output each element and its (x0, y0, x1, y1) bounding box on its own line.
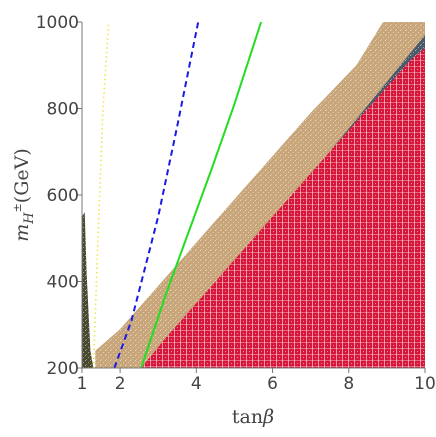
y-tick-label: 200 (47, 359, 79, 379)
constraint-lines (92, 21, 263, 369)
x-axis-label-symbol: β (262, 406, 274, 428)
x-tick-label: 4 (191, 374, 202, 394)
region-texture-2 (141, 47, 425, 369)
y-tick-label: 1000 (36, 13, 79, 33)
x-tick-label: 1 (77, 374, 88, 394)
constraint-line-dotted (92, 21, 110, 369)
x-axis-label: tanβ (232, 406, 274, 428)
constraint-line-solid (140, 21, 263, 369)
y-axis-label-subscript: H (22, 212, 37, 225)
y-tick-label: 800 (47, 100, 79, 120)
x-tick-label: 10 (414, 374, 436, 394)
x-axis-ticks: 1 2 4 6 8 10 (77, 368, 436, 394)
x-tick-label: 8 (343, 374, 354, 394)
constraint-line-dashed (113, 21, 200, 369)
excluded-regions (82, 22, 426, 369)
x-axis-label-prefix: tan (232, 406, 263, 428)
y-tick-label: 400 (47, 273, 79, 293)
x-tick-label: 6 (267, 374, 278, 394)
y-axis-label-unit: (GeV) (11, 148, 33, 203)
y-axis-label: mH±(GeV) (11, 148, 37, 242)
x-tick-label: 2 (115, 374, 126, 394)
y-axis-label-symbol: m (11, 224, 33, 242)
y-tick-label: 600 (47, 186, 79, 206)
region-texture-3 (82, 212, 94, 368)
y-axis-ticks: 200 400 600 800 1000 (36, 13, 82, 379)
y-axis-label-superscript: ± (11, 203, 24, 212)
